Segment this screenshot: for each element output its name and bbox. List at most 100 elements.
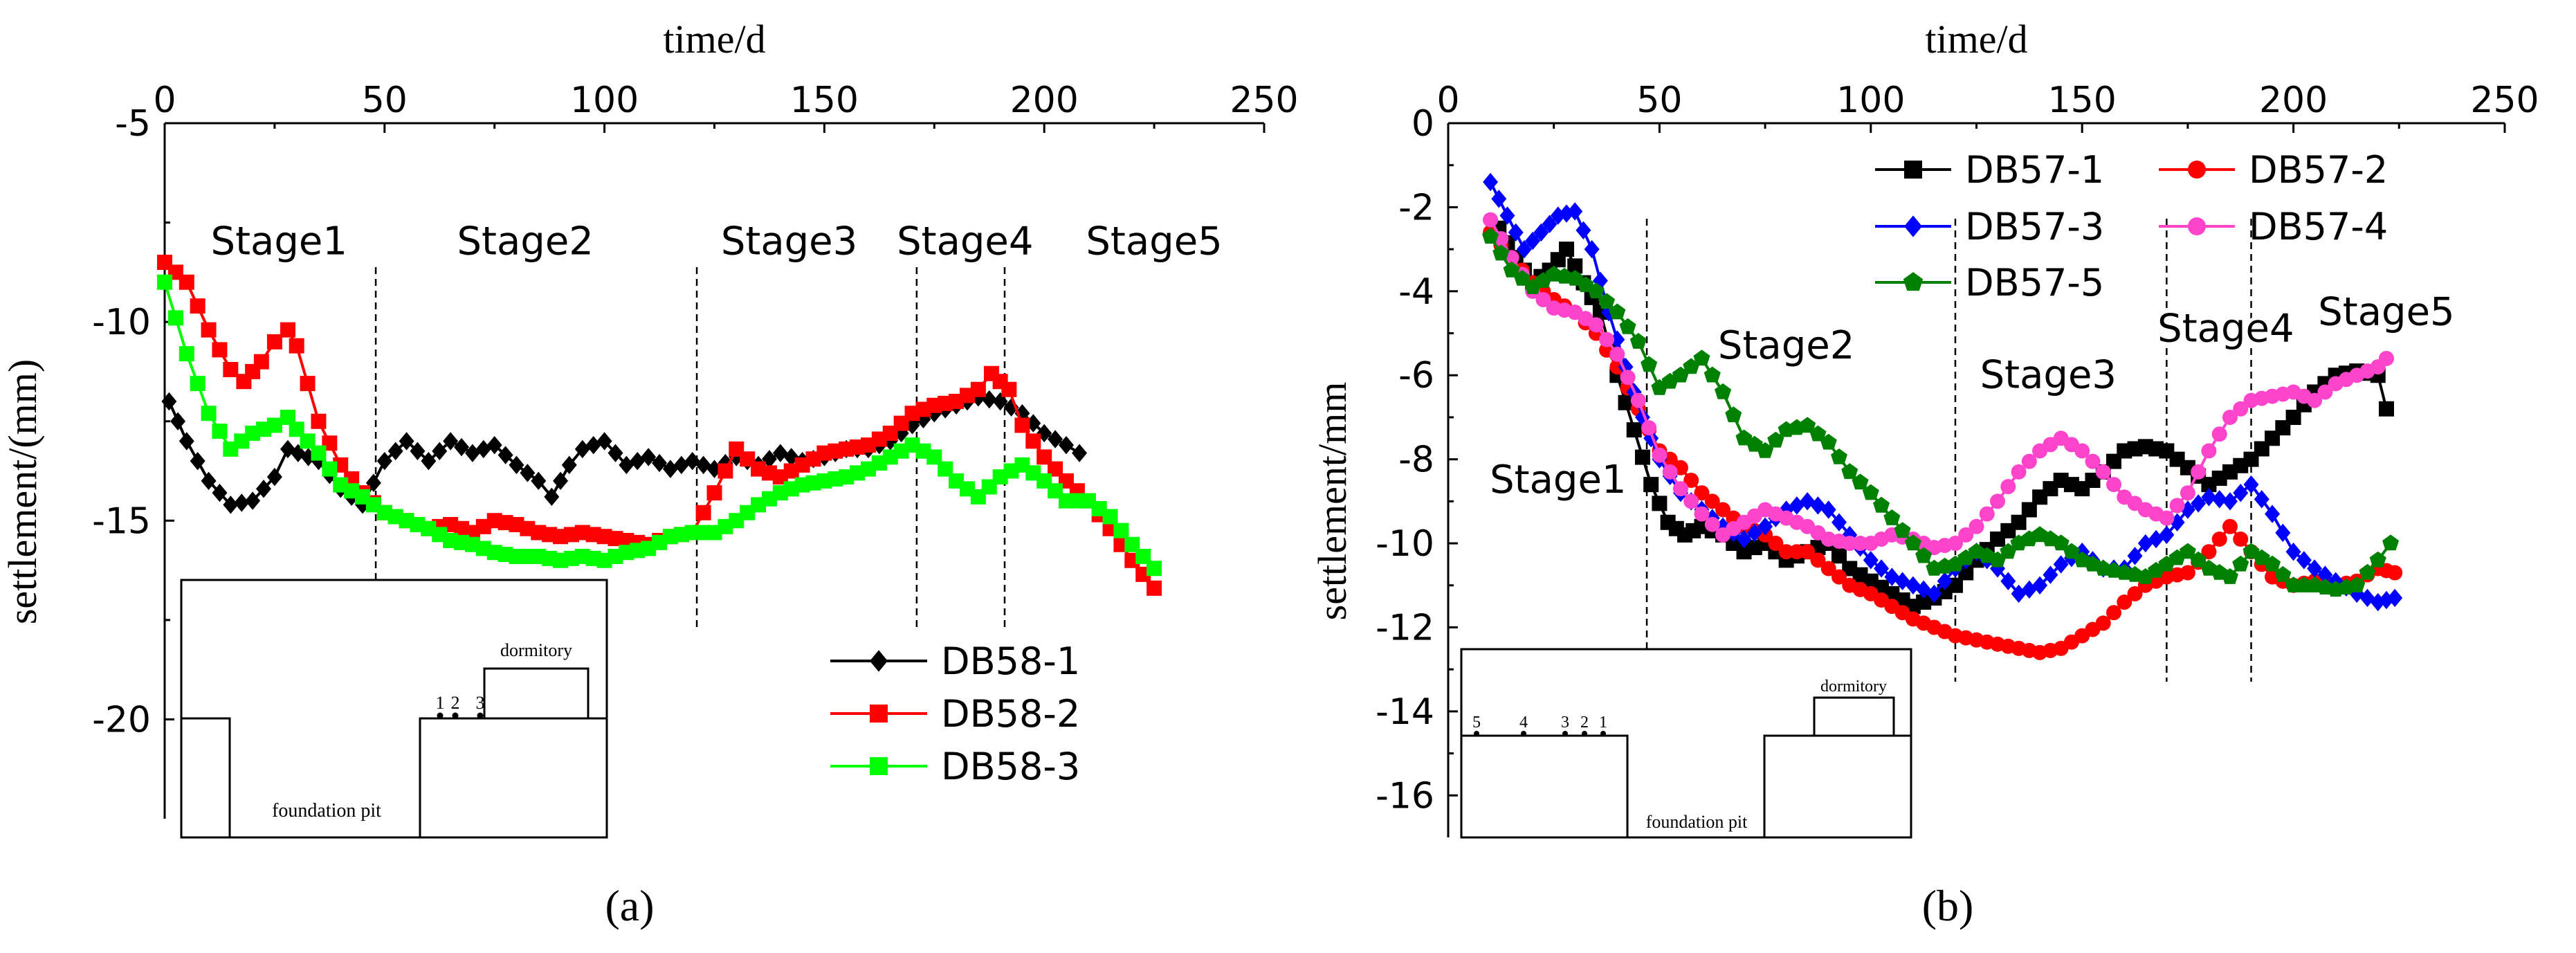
data-point <box>2180 565 2195 581</box>
data-point <box>1852 536 1868 552</box>
y-tick-label: -5 <box>115 103 151 145</box>
data-point <box>1643 477 1659 493</box>
data-point <box>300 433 316 449</box>
stage-label: Stage4 <box>2157 307 2294 352</box>
legend-entry: DB58-2 <box>830 692 1080 736</box>
x-tick-label: 150 <box>790 80 859 121</box>
data-point <box>1683 493 1699 509</box>
data-point <box>1820 500 1836 519</box>
data-point <box>454 437 470 457</box>
data-point <box>2387 565 2403 581</box>
data-point <box>1102 509 1118 525</box>
legend-swatch-marker <box>1904 161 1922 179</box>
data-point <box>1789 544 1805 560</box>
data-point <box>1619 318 1636 334</box>
legend-swatch-marker <box>870 757 888 775</box>
data-point <box>2378 350 2394 366</box>
data-point <box>161 392 177 411</box>
series-DB57-4 <box>1483 212 2394 556</box>
stage-label: Stage1 <box>1490 457 1626 502</box>
inset-dormitory <box>1813 696 1895 737</box>
x-tick-label: 200 <box>1010 80 1079 121</box>
data-point <box>2233 484 2249 502</box>
data-point <box>410 442 426 460</box>
data-point <box>1894 572 1910 590</box>
legend-label: DB58-1 <box>941 639 1080 683</box>
data-point <box>376 451 392 471</box>
data-point <box>1820 561 1836 577</box>
data-point <box>2074 443 2090 459</box>
y-tick-label: -8 <box>1398 439 1434 481</box>
data-point <box>1968 518 1984 534</box>
data-point <box>2222 518 2238 534</box>
stage-label: Stage3 <box>721 219 857 264</box>
y-tick-label: -10 <box>92 302 151 343</box>
data-point <box>1842 536 1858 552</box>
data-point <box>1757 442 1774 458</box>
data-point <box>2169 513 2185 532</box>
data-point <box>387 442 403 460</box>
legend: DB57-1 DB57-2 DB57-3 DB57-4 DB57-5 <box>1875 148 2388 305</box>
data-point <box>561 455 577 475</box>
data-point <box>2275 523 2291 543</box>
data-point <box>1989 551 2007 568</box>
data-point <box>1768 536 1784 552</box>
data-point <box>938 461 953 477</box>
legend-entry: DB58-3 <box>830 745 1080 788</box>
data-point <box>1634 449 1650 465</box>
data-point <box>619 455 634 475</box>
data-point <box>1715 502 1731 518</box>
data-point <box>706 485 722 501</box>
data-point <box>432 442 448 460</box>
data-point <box>1841 463 1858 480</box>
data-point <box>2211 490 2227 509</box>
data-point <box>2191 494 2207 513</box>
inset-point-label: 2 <box>1580 714 1589 732</box>
data-point <box>718 463 733 479</box>
data-point <box>1916 580 1932 599</box>
y-tick-label: -2 <box>1398 187 1434 228</box>
data-point <box>1905 576 1921 595</box>
inset-monitor-point <box>1600 731 1606 736</box>
legend-label: DB58-3 <box>941 745 1080 788</box>
stage-label: Stage5 <box>1086 219 1222 264</box>
y-tick-label: -6 <box>1398 355 1434 397</box>
inset-point-label: 1 <box>436 693 445 713</box>
data-point <box>2296 551 2312 570</box>
legend-swatch-marker <box>2188 217 2206 235</box>
x-axis-title: time/d <box>663 17 765 62</box>
data-point <box>190 376 205 392</box>
data-point <box>1542 215 1558 233</box>
legend: DB58-1 DB58-2 DB58-3 <box>830 639 1080 788</box>
data-point <box>2369 551 2386 568</box>
data-point <box>1014 417 1030 433</box>
y-axis-title: settlement/(mm) <box>0 359 45 624</box>
data-point <box>1499 206 1515 225</box>
data-point <box>2307 559 2323 578</box>
data-point <box>2095 464 2111 480</box>
data-point <box>1693 350 1710 366</box>
data-point <box>1567 258 1583 274</box>
legend-swatch-marker <box>870 705 888 723</box>
data-point <box>608 444 623 462</box>
x-tick-label: 250 <box>2470 80 2539 121</box>
data-point <box>2106 605 2122 621</box>
data-point <box>253 354 269 370</box>
inset-frame <box>1460 648 1912 839</box>
data-point <box>212 483 228 502</box>
data-point <box>1683 473 1699 488</box>
data-point <box>2233 531 2249 547</box>
data-point <box>970 388 986 407</box>
data-point <box>1482 228 1499 244</box>
inset-monitor-point <box>452 712 459 719</box>
data-point <box>289 338 304 354</box>
data-point <box>2285 409 2301 425</box>
inset-monitor-point <box>1474 731 1479 736</box>
data-point <box>201 406 217 421</box>
data-point <box>2221 568 2238 584</box>
data-point <box>475 439 491 459</box>
data-point <box>1947 536 1963 552</box>
x-tick-label: 0 <box>153 80 176 121</box>
data-point <box>2011 514 2027 530</box>
data-point <box>2370 592 2386 612</box>
